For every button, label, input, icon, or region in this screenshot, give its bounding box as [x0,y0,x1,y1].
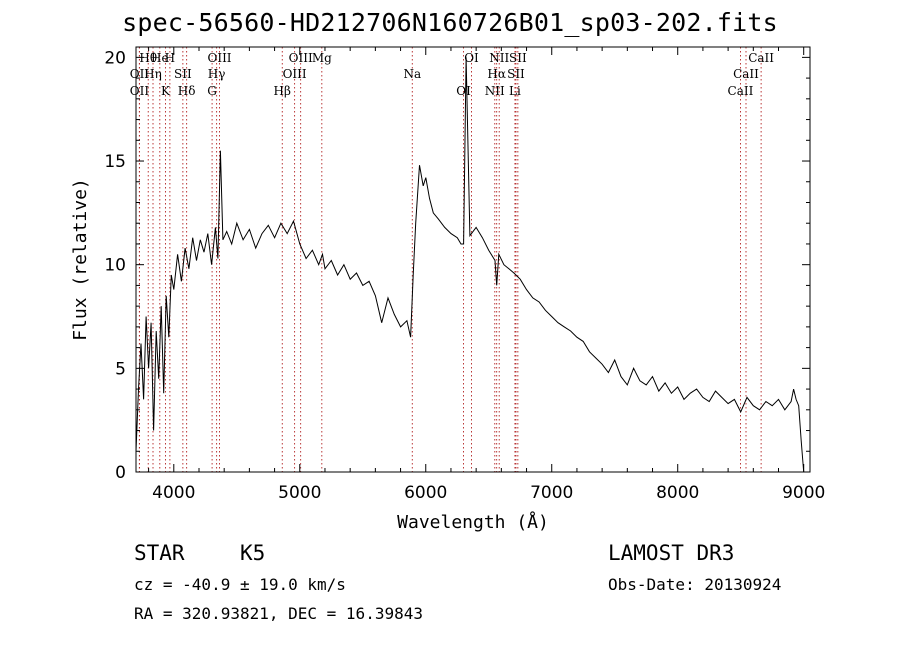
line-label: NII [489,51,509,65]
spectrum-series [136,57,804,472]
line-label: K [161,84,171,98]
line-label: Na [403,67,421,81]
line-label: CaII [748,51,774,65]
line-label: SII [174,67,192,81]
x-tick-label: 9000 [782,483,825,503]
object-class: STAR [134,541,185,565]
line-label: Hβ [274,84,291,98]
y-tick-label: 5 [115,359,126,379]
line-label: SII [509,51,527,65]
line-label: Hγ [208,67,226,81]
line-label: SII [507,67,525,81]
spectrum-chart: HθOIIOIIHeHηKHSIIHδOIIIHγGOIIIOIIIHβMgNa… [0,0,900,560]
line-label: OIII [207,51,231,65]
line-label: G [207,84,217,98]
spectral-line-labels: HθOIIOIIHeHηKHSIIHδOIIIHγGOIIIOIIIHβMgNa… [130,51,775,98]
x-tick-label: 5000 [278,483,321,503]
x-tick-label: 7000 [530,483,573,503]
x-tick-label: 8000 [656,483,699,503]
line-label: Hα [487,67,506,81]
object-subclass: K5 [240,541,265,565]
x-tick-label: 6000 [404,483,447,503]
y-tick-label: 15 [104,152,126,172]
y-tick-label: 10 [104,256,126,276]
y-tick-label: 20 [104,48,126,68]
spectrum-line [136,57,804,472]
plot-frame [136,47,810,472]
line-label: Hη [144,67,162,81]
coordinates-text: RA = 320.93821, DEC = 16.39843 [134,604,423,623]
line-label: OII [130,84,150,98]
line-label: NII [485,84,505,98]
x-axis-label: Wavelength (Å) [397,511,549,533]
line-label: Mg [312,51,332,65]
spectral-line-markers [139,47,761,472]
y-tick-label: 0 [115,463,126,483]
survey-name: LAMOST DR3 [608,541,734,565]
line-label: OI [456,84,471,98]
x-tick-label: 4000 [152,483,195,503]
line-label: OIII [289,51,313,65]
y-axis-label: Flux (relative) [70,178,91,341]
line-label: OIII [283,67,307,81]
line-label: Hδ [178,84,196,98]
line-label: Li [509,84,521,98]
obs-date: Obs-Date: 20130924 [608,575,781,594]
line-label: CaII [733,67,759,81]
line-label: CaII [728,84,754,98]
redshift-text: cz = -40.9 ± 19.0 km/s [134,575,346,594]
